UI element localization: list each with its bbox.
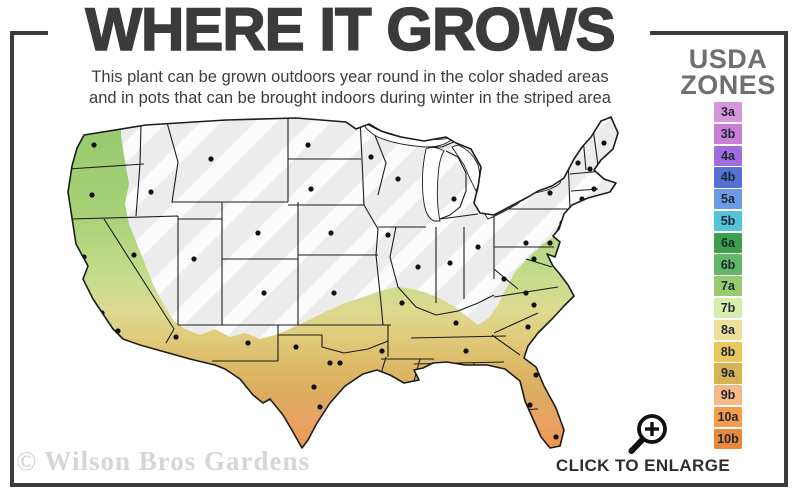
page-frame bbox=[10, 31, 788, 487]
frame-top-right-segment bbox=[650, 31, 788, 35]
page-subtitle: This plant can be grown outdoors year ro… bbox=[30, 67, 670, 109]
legend-title-line-1: USDA bbox=[688, 44, 768, 74]
legend-zone-8b: 8b bbox=[714, 341, 742, 362]
usda-zones-legend: 3a 3b 4a 4b 5a 5b 6a 6b 7a 7b 8a 8b 9a 9b 10a 10b bbox=[714, 102, 742, 449]
legend-zone-3b: 3b bbox=[714, 123, 742, 144]
legend-title-line-2: ZONES bbox=[680, 70, 776, 101]
legend-zone-8a: 8a bbox=[714, 319, 742, 340]
click-to-enlarge-button[interactable]: CLICK TO ENLARGE bbox=[555, 456, 731, 475]
legend-zone-6b: 6b bbox=[714, 254, 742, 275]
legend-zone-4a: 4a bbox=[714, 145, 742, 166]
legend-zone-5a: 5a bbox=[714, 189, 742, 210]
legend-zone-3a: 3a bbox=[714, 102, 742, 123]
legend-zone-10a: 10a bbox=[714, 406, 742, 428]
watermark: © Wilson Bros Gardens bbox=[16, 446, 310, 476]
legend-zone-4b: 4b bbox=[714, 167, 742, 188]
usda-zones-legend-title: USDA ZONES bbox=[672, 46, 784, 99]
frame-top-left-segment bbox=[10, 31, 48, 35]
usda-zone-map[interactable] bbox=[26, 106, 666, 468]
page-title: WHERE IT GROWS bbox=[85, 0, 617, 63]
legend-zone-9a: 9a bbox=[714, 363, 742, 384]
lake-michigan bbox=[421, 146, 445, 222]
legend-zone-7a: 7a bbox=[714, 276, 742, 297]
legend-zone-5b: 5b bbox=[714, 210, 742, 232]
legend-zone-9b: 9b bbox=[714, 385, 742, 406]
subtitle-line-1: This plant can be grown outdoors year ro… bbox=[91, 68, 609, 86]
subtitle-line-2: and in pots that can be brought indoors … bbox=[89, 89, 611, 108]
legend-zone-10b: 10b bbox=[714, 428, 742, 449]
legend-zone-7b: 7b bbox=[714, 298, 742, 319]
zoom-in-magnifier-icon[interactable] bbox=[625, 410, 673, 460]
lake-huron bbox=[451, 144, 481, 193]
legend-zone-6a: 6a bbox=[714, 232, 742, 253]
us-outline bbox=[67, 116, 619, 449]
